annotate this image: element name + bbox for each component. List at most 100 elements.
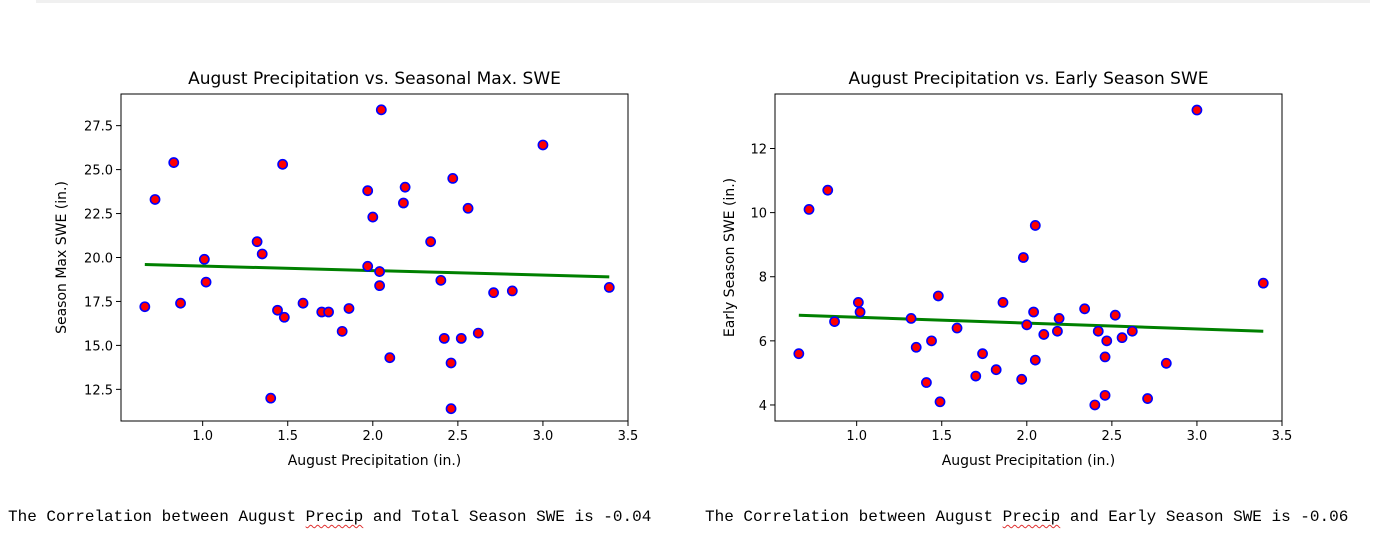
data-point: [277, 158, 289, 170]
data-point: [1126, 325, 1138, 337]
data-point: [435, 274, 447, 286]
y-tick-label: 10: [750, 207, 767, 222]
data-point: [1257, 277, 1269, 289]
x-tick-label: 1.5: [931, 429, 952, 444]
data-point: [1029, 354, 1041, 366]
x-axis-label: August Precipitation (in.): [288, 453, 462, 469]
data-point: [977, 348, 988, 360]
spellcheck-word: Precip: [305, 508, 364, 526]
data-point: [367, 211, 379, 223]
data-point: [905, 313, 917, 324]
data-point: [297, 297, 309, 309]
data-point: [149, 194, 161, 205]
data-point: [1021, 319, 1033, 331]
x-tick-label: 2.0: [1016, 429, 1037, 444]
data-point: [1116, 332, 1128, 344]
data-point: [272, 304, 283, 316]
y-tick-label: 4: [759, 399, 767, 414]
data-point: [1029, 220, 1041, 231]
chart-seasonal-max-swe: August Precipitation vs. Seasonal Max. S…: [54, 69, 638, 469]
y-tick-label: 17.5: [84, 295, 113, 310]
data-point: [506, 285, 518, 297]
data-point: [198, 253, 210, 265]
data-point: [438, 332, 450, 344]
data-point: [921, 377, 932, 388]
data-point: [375, 104, 387, 116]
data-point: [168, 157, 180, 168]
data-point: [970, 370, 982, 382]
data-point: [990, 364, 1002, 376]
data-point: [1053, 313, 1065, 324]
data-point: [323, 306, 334, 318]
data-point: [793, 348, 805, 360]
data-point: [445, 357, 457, 369]
plot-frame: [120, 93, 629, 422]
output-text: and Early Season SWE is -0.06: [1060, 508, 1349, 526]
chart-early-season-swe: August Precipitation vs. Early Season SW…: [722, 69, 1292, 469]
data-point: [256, 248, 268, 260]
y-tick-label: 25.0: [84, 164, 113, 179]
data-point: [951, 322, 963, 334]
spellcheck-word: Precip: [1002, 508, 1061, 526]
chart-title: August Precipitation vs. Seasonal Max. S…: [188, 69, 561, 89]
data-point: [1017, 252, 1029, 263]
data-point: [603, 281, 615, 293]
x-tick-label: 3.5: [618, 429, 639, 444]
y-tick-label: 12.5: [84, 383, 113, 398]
x-tick-label: 1.0: [192, 429, 213, 444]
data-point: [278, 311, 290, 323]
data-point: [822, 184, 834, 196]
data-point: [1028, 306, 1040, 318]
data-point: [472, 327, 484, 339]
data-point: [1099, 351, 1111, 363]
x-tick-label: 2.5: [1102, 429, 1123, 444]
correlation-output-right: The Correlation between August Precip an…: [705, 508, 1348, 526]
y-tick-label: 27.5: [84, 120, 113, 135]
y-tick-label: 15.0: [84, 339, 113, 354]
data-point: [1016, 373, 1028, 385]
data-point: [1109, 309, 1121, 321]
data-point: [854, 306, 866, 318]
x-axis-label: August Precipitation (in.): [942, 453, 1116, 469]
data-point: [1038, 329, 1050, 340]
data-point: [1092, 325, 1104, 337]
data-point: [926, 335, 937, 347]
data-point: [1099, 389, 1111, 401]
data-point: [374, 280, 386, 292]
data-point: [425, 236, 437, 248]
chart-title: August Precipitation vs. Early Season SW…: [848, 69, 1208, 89]
data-point: [374, 266, 386, 277]
data-point: [265, 392, 277, 404]
data-point: [1160, 357, 1172, 369]
data-point: [343, 303, 355, 314]
y-axis-label: Season Max SWE (in.): [54, 181, 70, 334]
data-point: [362, 260, 374, 272]
correlation-output-left: The Correlation between August Precip an…: [8, 508, 651, 526]
data-point: [488, 287, 499, 299]
data-point: [829, 316, 840, 328]
data-point: [1089, 399, 1101, 411]
data-point: [462, 202, 474, 214]
data-point: [1191, 104, 1203, 116]
data-point: [1052, 325, 1063, 337]
data-point: [251, 236, 263, 248]
plot-frame: [774, 93, 1283, 422]
data-point: [997, 296, 1009, 308]
data-point: [1101, 335, 1113, 347]
data-point: [910, 341, 922, 353]
data-point: [932, 290, 944, 302]
x-tick-label: 2.5: [448, 429, 469, 444]
output-text: The Correlation between August: [8, 508, 306, 526]
y-tick-label: 12: [750, 143, 767, 158]
output-text: and Total Season SWE is -0.04: [363, 508, 652, 526]
data-point: [803, 204, 815, 215]
data-point: [362, 185, 374, 197]
x-tick-label: 2.0: [362, 429, 383, 444]
x-tick-label: 1.0: [846, 429, 867, 444]
data-point: [1079, 303, 1091, 315]
data-point: [399, 181, 411, 193]
x-tick-label: 3.5: [1272, 429, 1293, 444]
x-tick-label: 3.0: [1187, 429, 1208, 444]
data-point: [934, 396, 946, 408]
